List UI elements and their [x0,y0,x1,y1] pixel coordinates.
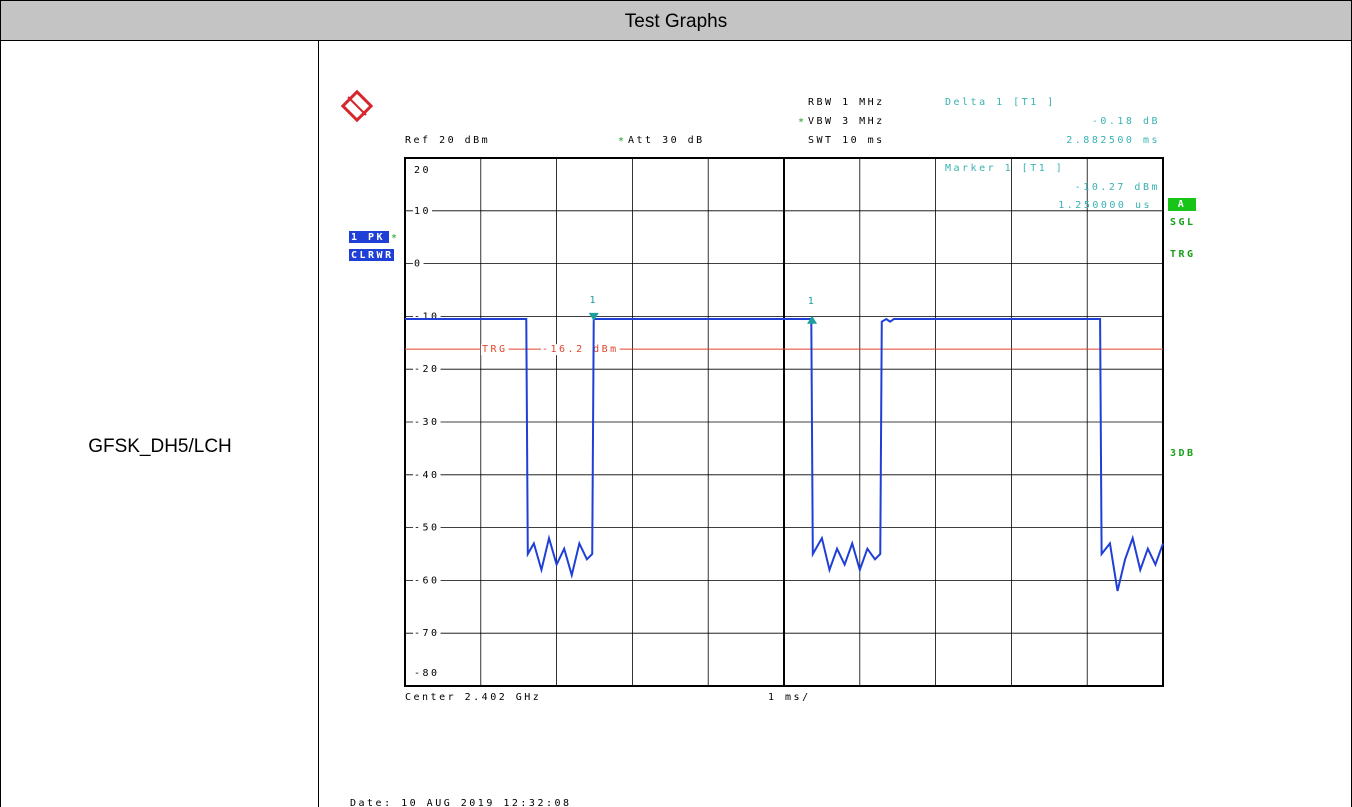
y-tick-label: 0 [414,259,423,270]
marker-info: 1.250000 us [1058,200,1152,211]
trace-badge: 1 PK [351,232,385,243]
badge-bg [349,231,389,243]
date: Date: 10 AUG 2019 12:32:08 [350,798,572,807]
y-tick-label: -50 [414,523,440,534]
marker [588,312,599,321]
label-bg [413,628,441,640]
header-bg [0,0,1352,41]
y-tick-label: -30 [414,417,440,428]
label-bg [481,344,509,356]
label-bg [541,344,620,356]
flag: * [618,136,627,147]
label-bg [413,311,441,323]
delta-marker: -0.18 dB [1092,116,1160,127]
logo [340,89,374,123]
status: 3DB [1170,448,1196,459]
label-bg [413,364,441,376]
label-bg [413,522,441,534]
trigger-label: TRG [482,344,508,355]
delta-marker: Delta 1 [T1 ] [945,97,1056,108]
badge-bg [349,249,394,261]
delta-marker: 2.882500 ms [1066,135,1160,146]
marker-info: -10.27 dBm [1075,182,1160,193]
status-badge: A [1178,199,1187,210]
flag: * [798,117,807,128]
setting: Att 30 dB [628,135,705,146]
status: TRG [1170,249,1196,260]
y-tick-label: 20 [414,165,431,176]
flag: * [391,233,400,244]
label-bg [413,469,441,481]
y-tick-label: -10 [414,311,440,322]
trace [405,317,1164,592]
x-axis-label: 1 ms/ [768,692,811,703]
marker [807,315,818,324]
marker-label: 1 [808,296,817,307]
y-tick-label: -20 [414,364,440,375]
y-tick-label: 10 [414,206,431,217]
badge-bg [1168,198,1196,211]
y-tick-label: -40 [414,470,440,481]
trace-badge: CLRWR [351,250,394,261]
trigger-label: -16.2 dBm [542,344,619,355]
marker-info: Marker 1 [T1 ] [945,163,1064,174]
label-bg [413,575,441,587]
setting: VBW 3 MHz [808,116,885,127]
marker-label: 1 [589,295,598,306]
setting: Ref 20 dBm [405,135,490,146]
y-tick-label: -80 [414,668,440,679]
row-label: GFSK_DH5/LCH [88,436,232,457]
label-bg [413,258,424,270]
x-axis-label: Center 2.402 GHz [405,692,541,703]
status: SGL [1170,217,1196,228]
header-title: Test Graphs [625,11,727,32]
setting: SWT 10 ms [808,135,885,146]
label-bg [413,417,441,428]
y-tick-label: -60 [414,575,440,586]
setting: RBW 1 MHz [808,97,885,108]
label-bg [413,205,433,217]
y-tick-label: -70 [414,628,440,639]
